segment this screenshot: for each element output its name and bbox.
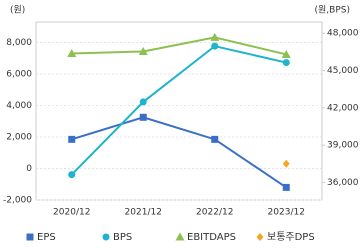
y2-axis-title: (원,BPS) (315, 5, 350, 16)
series-line (71, 36, 287, 56)
legend-label: BPS (113, 232, 132, 243)
legend-marker (102, 233, 110, 241)
y2-tick-label: 45,000 (327, 66, 359, 76)
legend-marker (256, 233, 264, 241)
marker (282, 159, 290, 168)
y-tick-label: 8,000 (6, 38, 32, 48)
legend-marker (175, 232, 185, 241)
legend-label: EPS (37, 232, 56, 243)
y-tick-label: 4,000 (6, 101, 32, 111)
marker (139, 113, 147, 121)
marker (281, 49, 291, 58)
series-line (71, 116, 287, 189)
legend-marker (26, 233, 34, 241)
marker (282, 183, 290, 191)
y-axis-title: (원) (10, 5, 25, 16)
x-tick-label: 2020/12 (53, 208, 90, 218)
marker (68, 135, 76, 143)
y2-tick-label: 39,000 (327, 141, 359, 151)
y2-tick-label: 36,000 (327, 178, 359, 188)
series-line (71, 45, 287, 176)
marker (211, 42, 219, 50)
y-tick-label: 2,000 (6, 132, 32, 142)
marker (282, 59, 290, 67)
y-tick-label: 0 (26, 164, 32, 174)
y-tick-label: -2,000 (3, 196, 32, 206)
marker (139, 98, 147, 106)
y2-tick-label: 42,000 (327, 103, 359, 113)
x-tick-label: 2022/12 (196, 208, 233, 218)
x-tick-label: 2021/12 (125, 208, 162, 218)
x-tick-label: 2023/12 (268, 208, 305, 218)
marker (138, 46, 148, 55)
legend: EPS BPS EBITDAPS 보통주DPS (26, 231, 315, 243)
marker (211, 135, 219, 143)
plot-frame (35, 21, 323, 201)
marker (210, 32, 220, 41)
y2-tick-label: 48,000 (327, 29, 359, 39)
y-tick-label: 6,000 (6, 69, 32, 79)
marker (68, 171, 76, 179)
legend-label: EBITDAPS (187, 232, 236, 243)
legend-label: 보통주DPS (267, 231, 315, 243)
marker (67, 49, 77, 58)
